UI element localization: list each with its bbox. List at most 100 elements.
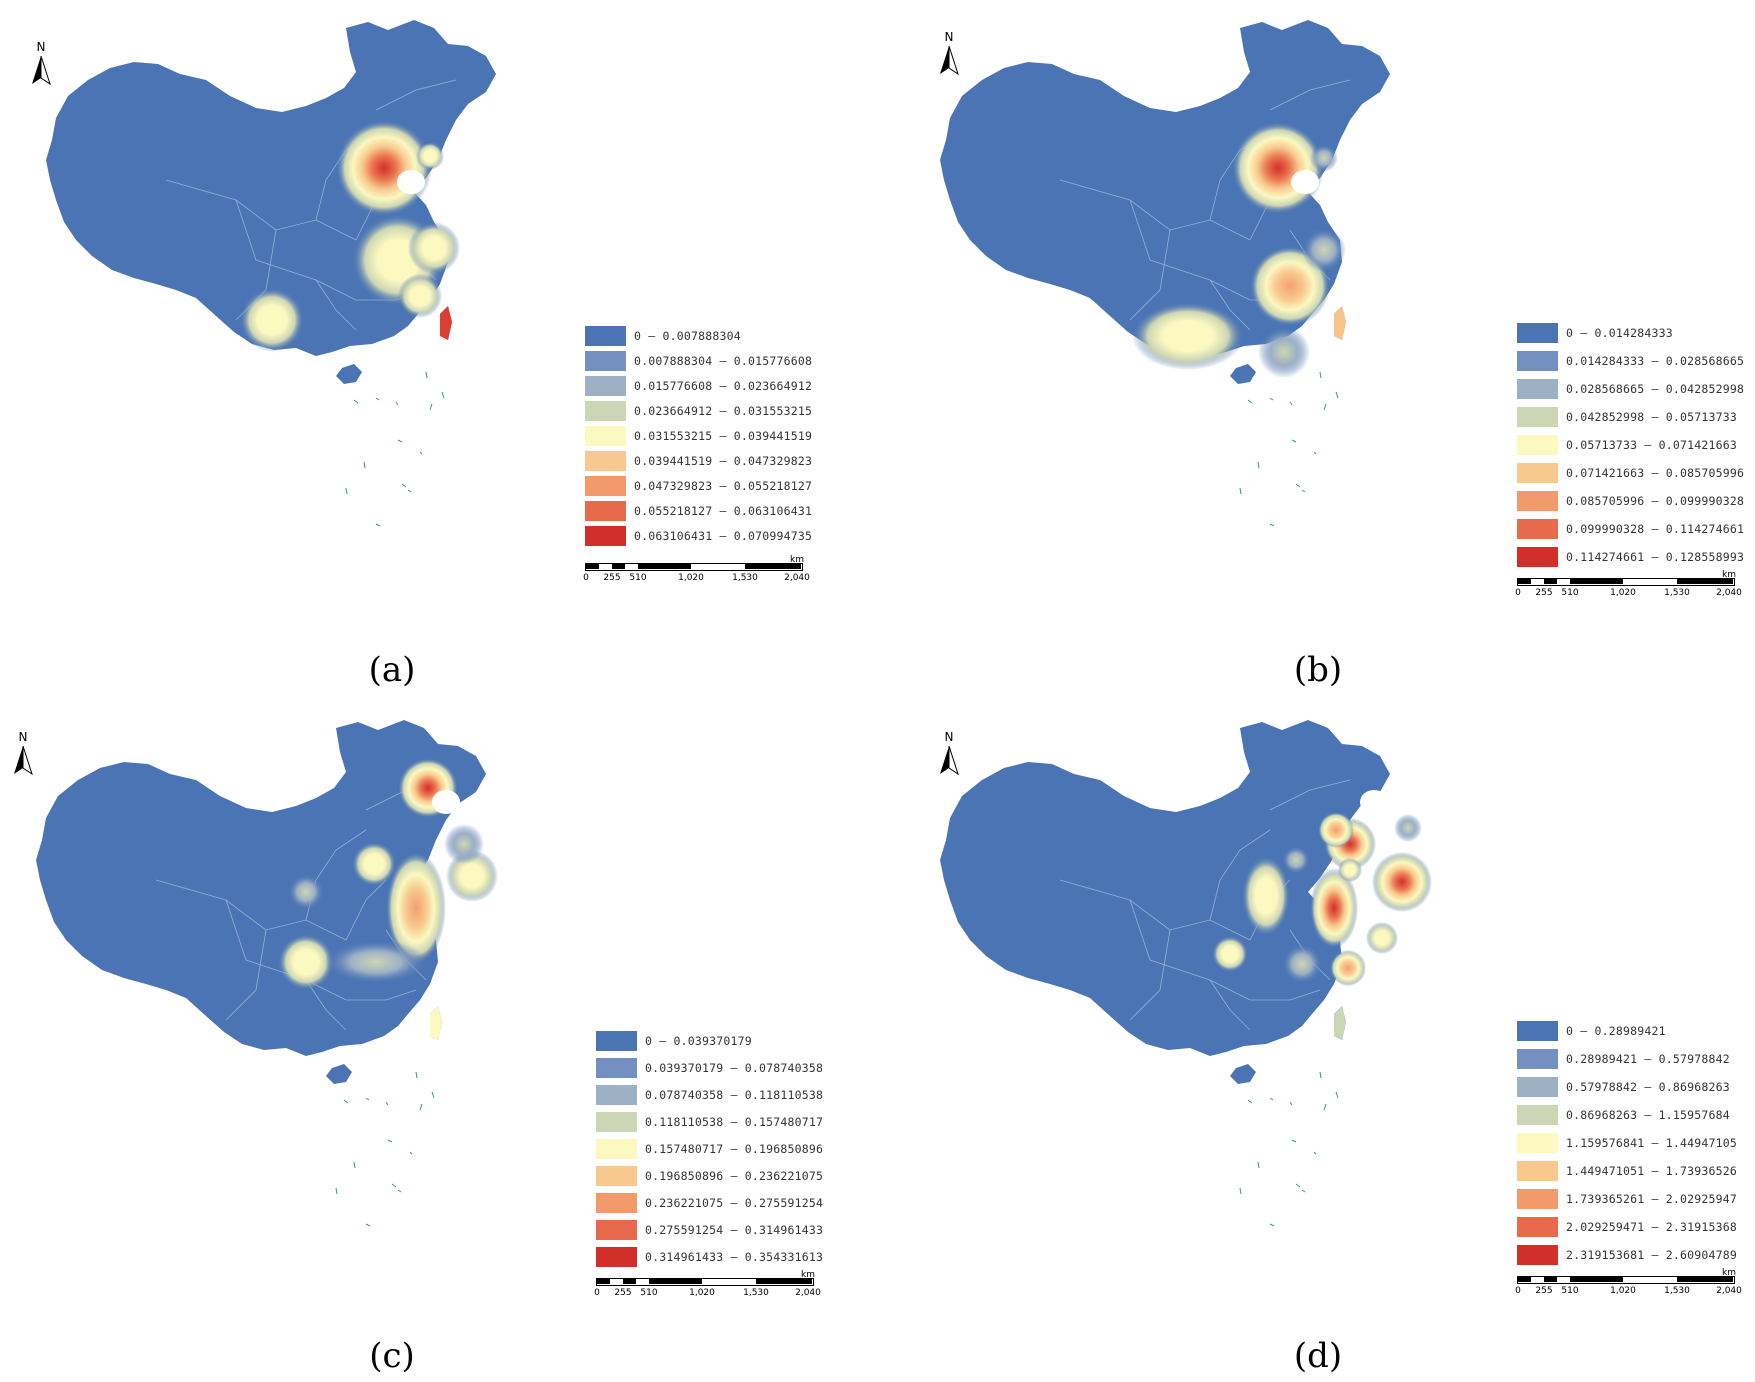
scale-label: 0 bbox=[594, 1288, 600, 1298]
north-label: N bbox=[944, 730, 954, 744]
legend-label: 0.007888304 – 0.015776608 bbox=[634, 354, 813, 368]
legend-swatch bbox=[585, 351, 626, 371]
legend-label: 0.114274661 – 0.128558993 bbox=[1566, 550, 1745, 564]
legend-item: 0.071421663 – 0.085705996 bbox=[1517, 462, 1755, 484]
legend-swatch bbox=[1517, 547, 1558, 567]
legend-item: 0.055218127 – 0.063106431 bbox=[585, 500, 845, 522]
legend-swatch bbox=[1517, 463, 1558, 483]
legend-item: 0.114274661 – 0.128558993 bbox=[1517, 546, 1755, 568]
scale-label: 1,020 bbox=[689, 1288, 715, 1298]
legend-item: 0.05713733 – 0.071421663 bbox=[1517, 434, 1755, 456]
hotspot bbox=[1132, 302, 1244, 370]
legend-item: 0 – 0.014284333 bbox=[1517, 322, 1755, 344]
hotspot bbox=[240, 288, 304, 352]
legend-label: 0.055218127 – 0.063106431 bbox=[634, 504, 813, 518]
scale-label: 510 bbox=[640, 1288, 658, 1298]
legend-label: 0.039441519 – 0.047329823 bbox=[634, 454, 813, 468]
legend-label: 0.275591254 – 0.314961433 bbox=[645, 1223, 824, 1237]
scale-unit: km bbox=[790, 555, 804, 565]
scale-unit: km bbox=[1722, 1268, 1736, 1278]
bohai-sea bbox=[1291, 170, 1319, 194]
north-label: N bbox=[944, 30, 954, 44]
legend-swatch bbox=[1517, 407, 1558, 427]
legend-label: 0.157480717 – 0.196850896 bbox=[645, 1142, 824, 1156]
scale-label: 1,020 bbox=[1610, 1286, 1636, 1296]
legend-swatch bbox=[1517, 351, 1558, 371]
legend-label: 0.039370179 – 0.078740358 bbox=[645, 1061, 824, 1075]
legend-item: 0.042852998 – 0.05713733 bbox=[1517, 406, 1755, 428]
legend-item: 0.085705996 – 0.099990328 bbox=[1517, 490, 1755, 512]
hotspot bbox=[352, 842, 396, 886]
hotspot bbox=[1318, 812, 1354, 848]
scale-label: 510 bbox=[1561, 588, 1579, 598]
legend-item: 0.275591254 – 0.314961433 bbox=[596, 1219, 856, 1241]
legend-swatch bbox=[596, 1247, 637, 1267]
legend-swatch bbox=[596, 1112, 637, 1132]
hotspot bbox=[1212, 936, 1248, 972]
legend-swatch bbox=[585, 501, 626, 521]
legend-label: 0.047329823 – 0.055218127 bbox=[634, 479, 813, 493]
scale-label: 255 bbox=[1535, 588, 1553, 598]
legend-label: 0.031553215 – 0.039441519 bbox=[634, 429, 813, 443]
scale-label: 510 bbox=[1561, 1286, 1579, 1296]
hotspot bbox=[278, 934, 334, 990]
scale-unit: km bbox=[1722, 570, 1736, 580]
legend-item: 0.099990328 – 0.114274661 bbox=[1517, 518, 1755, 540]
scale-label: 0 bbox=[583, 573, 589, 583]
legend-item: 0.86968263 – 1.15957684 bbox=[1517, 1104, 1755, 1126]
legend-swatch bbox=[596, 1193, 637, 1213]
legend-item: 0 – 0.039370179 bbox=[596, 1030, 856, 1052]
legend-item: 1.739365261 – 2.02925947 bbox=[1517, 1188, 1755, 1210]
legend-swatch bbox=[1517, 1021, 1558, 1041]
legend-item: 0.031553215 – 0.039441519 bbox=[585, 425, 845, 447]
scale-label: 0 bbox=[1515, 588, 1521, 598]
hotspot bbox=[1366, 922, 1398, 954]
scale-bar: km 0 255 510 1,020 1,530 2,040 bbox=[594, 1270, 821, 1302]
hotspot bbox=[416, 142, 444, 170]
scale-label: 1,530 bbox=[732, 573, 758, 583]
north-arrow-icon bbox=[14, 745, 33, 776]
legend-item: 0.28989421 – 0.57978842 bbox=[1517, 1048, 1755, 1070]
north-arrow: N bbox=[934, 30, 964, 86]
heatmap-map bbox=[940, 20, 1390, 527]
legend-item: 0.063106431 – 0.070994735 bbox=[585, 525, 845, 547]
scale-label: 0 bbox=[1515, 1286, 1521, 1296]
panel-caption: (b) bbox=[1293, 650, 1343, 690]
scale-label: 2,040 bbox=[1716, 1286, 1742, 1296]
legend-swatch bbox=[596, 1031, 637, 1051]
hotspot bbox=[1242, 856, 1290, 936]
panel-caption: (a) bbox=[368, 650, 416, 690]
legend-item: 1.159576841 – 1.44947105 bbox=[1517, 1132, 1755, 1154]
legend-swatch bbox=[1517, 1161, 1558, 1181]
panel-a: N 0 – 0.007888304 0.007888304 – 0.015776… bbox=[0, 0, 877, 690]
legend-label: 0 – 0.039370179 bbox=[645, 1034, 752, 1048]
legend-label: 0 – 0.28989421 bbox=[1566, 1024, 1666, 1038]
scale-label: 1,530 bbox=[743, 1288, 769, 1298]
north-label: N bbox=[36, 40, 46, 54]
legend-label: 0.085705996 – 0.099990328 bbox=[1566, 494, 1745, 508]
legend-swatch bbox=[1517, 491, 1558, 511]
legend-swatch bbox=[585, 426, 626, 446]
scale-bar: km 0 255 510 1,020 1,530 2,040 bbox=[583, 555, 810, 587]
legend-item: 0.015776608 – 0.023664912 bbox=[585, 375, 845, 397]
panel-d: N 0 – 0.28989421 0.28989421 – 0.57978842… bbox=[910, 700, 1755, 1382]
legend-swatch bbox=[1517, 379, 1558, 399]
legend-swatch bbox=[1517, 1049, 1558, 1069]
north-arrow: N bbox=[934, 730, 964, 786]
hotspots bbox=[240, 120, 460, 352]
hotspot bbox=[1232, 122, 1324, 214]
legend-item: 0.014284333 – 0.028568665 bbox=[1517, 350, 1755, 372]
panel-c: N 0 – 0.039370179 0.039370179 – 0.078740… bbox=[0, 700, 877, 1382]
scale-unit: km bbox=[801, 1270, 815, 1280]
legend-label: 1.449471051 – 1.73936526 bbox=[1566, 1164, 1737, 1178]
hotspot bbox=[1310, 144, 1338, 172]
hotspot bbox=[444, 824, 484, 864]
scale-bar: km 0 255 510 1,020 1,530 2,040 bbox=[1515, 1268, 1742, 1300]
legend-swatch bbox=[585, 476, 626, 496]
hotspot bbox=[408, 222, 460, 274]
hotspot bbox=[398, 274, 442, 318]
legend-label: 0.028568665 – 0.042852998 bbox=[1566, 382, 1745, 396]
legend-label: 1.739365261 – 2.02925947 bbox=[1566, 1192, 1737, 1206]
legend-label: 0 – 0.014284333 bbox=[1566, 326, 1673, 340]
north-arrow-icon bbox=[940, 745, 959, 776]
